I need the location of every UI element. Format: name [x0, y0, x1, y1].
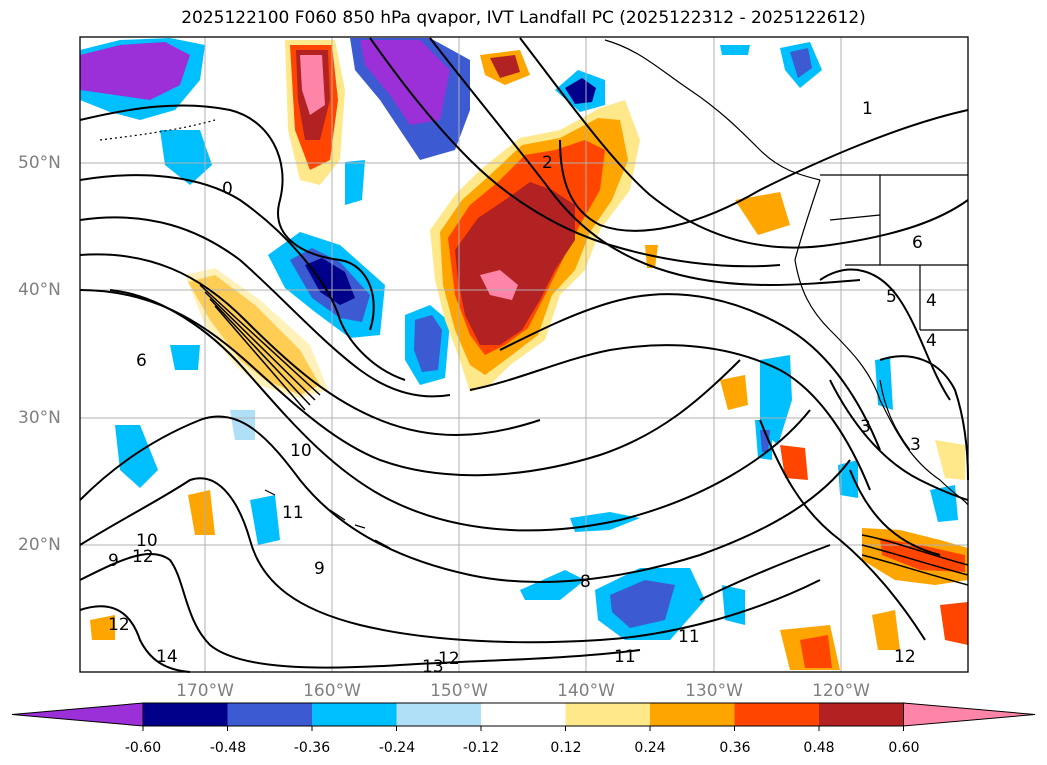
contour-label: 6 — [912, 233, 923, 253]
coastlines — [99, 39, 969, 549]
orange-east-2 — [720, 375, 748, 410]
contour-label: 11 — [678, 627, 700, 647]
colorbar-tick: 0.12 — [550, 740, 582, 756]
orange-sw-2 — [90, 615, 115, 640]
colorbar — [11, 702, 1036, 731]
contour-label: 9 — [314, 559, 325, 579]
contour-label: 11 — [282, 503, 304, 523]
lon-label: 140°W — [557, 681, 615, 701]
positive-shading — [90, 40, 968, 670]
blue-blob-e6 — [722, 585, 745, 625]
blue-blob-lgt — [230, 410, 255, 440]
map-title: 2025122100 F060 850 hPa qvapor, IVT Land… — [181, 8, 866, 28]
colorbar-tick: 0.48 — [803, 740, 835, 756]
colorbar-tick: 0.36 — [719, 740, 751, 756]
blue-blob-e4-core — [760, 430, 770, 452]
orange-se-3 — [940, 602, 968, 645]
blue-blob-e7 — [720, 45, 750, 55]
contour-label: 11 — [614, 647, 636, 667]
colorbar-tick: -0.48 — [209, 740, 247, 756]
blue-blob-w3 — [345, 160, 365, 205]
colorbar-tick: 0.24 — [634, 740, 666, 756]
moisture-plume-pink — [480, 270, 518, 300]
lon-label: 170°W — [176, 681, 234, 701]
orange-east-band-red — [880, 538, 965, 572]
contour-label: 10 — [290, 441, 312, 461]
colorbar-extend-high — [903, 702, 1036, 727]
colorbar-segment — [481, 703, 566, 726]
blue-blob-hawaii2 — [170, 345, 200, 370]
plume-north-blob-red — [490, 55, 520, 78]
lon-label: 130°W — [685, 681, 743, 701]
contour-label: 4 — [926, 291, 937, 311]
contour-label: 8 — [580, 572, 591, 592]
colorbar-tick: -0.12 — [462, 740, 500, 756]
blue-blob-hawaii — [250, 495, 280, 545]
band-west-pink — [300, 55, 325, 115]
colorbar-tick: -0.24 — [378, 740, 416, 756]
colorbar-tick: -0.60 — [124, 740, 162, 756]
contour-label: 9 — [108, 551, 119, 571]
contour-label: 5 — [886, 287, 897, 307]
negative-shading — [80, 38, 958, 640]
colorbar-segment — [650, 703, 735, 726]
orange-sw-1 — [188, 490, 215, 535]
lat-label: 50°N — [18, 153, 61, 173]
lat-label: 20°N — [18, 535, 61, 555]
colorbar-tick: -0.36 — [293, 740, 331, 756]
contour-label: 1 — [862, 99, 873, 119]
contour-label-group: 1 0 2 6 5 4 4 3 3 6 10 11 9 8 11 11 12 1… — [108, 99, 937, 677]
blue-blob-w2 — [160, 130, 212, 185]
colorbar-extend-low — [11, 702, 144, 727]
orange-east-3 — [780, 445, 808, 480]
orange-se-2 — [872, 610, 900, 650]
navy-blob-mid — [305, 258, 355, 305]
lon-label: 120°W — [812, 681, 870, 701]
colorbar-segment — [734, 703, 820, 726]
lon-label: 150°W — [430, 681, 488, 701]
purple-region-ne-core — [360, 40, 450, 125]
blue-strip-south2 — [570, 512, 640, 532]
contour-label: 13 — [422, 657, 444, 677]
blue-blob-south-core — [610, 580, 675, 628]
contour-label: 12 — [132, 547, 154, 567]
contour-label: 3 — [860, 417, 871, 437]
lon-label: 160°W — [303, 681, 361, 701]
contour-label: 4 — [926, 331, 937, 351]
contour-label: 2 — [542, 153, 553, 173]
orange-east-1 — [735, 192, 790, 235]
blue-blob-strip-core — [414, 315, 442, 372]
orange-se-1-red — [800, 635, 832, 668]
colorbar-segment — [227, 703, 313, 726]
lat-label: 40°N — [18, 280, 61, 300]
moisture-plume-dark — [455, 182, 575, 345]
contour-label: 12 — [438, 649, 460, 669]
colorbar-frame — [142, 702, 904, 727]
navy-blob-north — [565, 78, 596, 104]
contour-label: 12 — [108, 615, 130, 635]
contour-label: 10 — [136, 531, 158, 551]
contour-label: 14 — [156, 647, 178, 667]
contour-label: 3 — [910, 435, 921, 455]
map-frame — [79, 36, 969, 673]
purple-region-nw-core — [80, 42, 190, 100]
blue-strip-south — [520, 570, 585, 600]
orange-misc-2 — [935, 440, 965, 480]
blue-blob-west — [115, 425, 158, 488]
graticule — [80, 37, 968, 672]
colorbar-segment — [565, 703, 651, 726]
blue-blob-e2 — [875, 358, 893, 410]
colorbar-segment — [312, 703, 397, 726]
lat-label: 30°N — [18, 408, 61, 428]
ivt-contours — [79, 37, 969, 673]
colorbar-segment — [819, 703, 904, 726]
colorbar-tick: 0.60 — [888, 740, 920, 756]
contour-label: 6 — [136, 351, 147, 371]
contour-label: 0 — [222, 179, 233, 199]
colorbar-segment — [143, 703, 228, 726]
blue-blob-ne-core — [790, 48, 812, 78]
colorbar-segment — [396, 703, 482, 726]
contour-label: 12 — [894, 647, 916, 667]
